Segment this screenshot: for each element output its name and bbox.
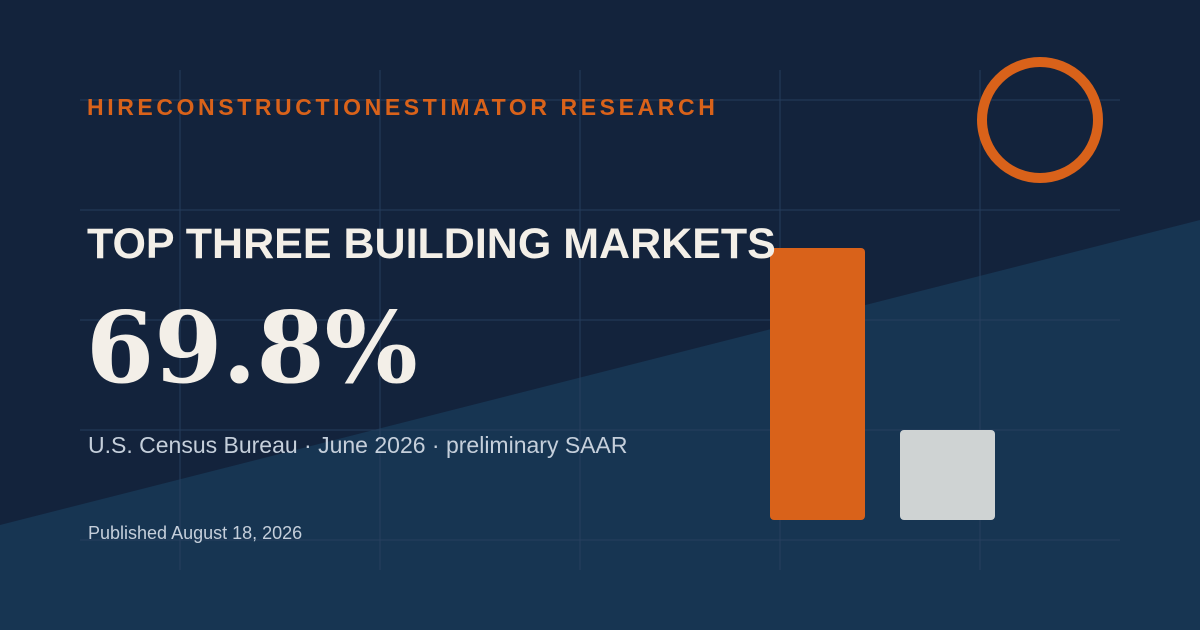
decor-bar-neutral — [900, 430, 995, 520]
grid-lines — [80, 70, 1120, 570]
diagonal-panel — [0, 220, 1200, 630]
published-date: Published August 18, 2026 — [88, 523, 303, 543]
stat-value: 69.8% — [86, 291, 418, 406]
decor-bar-accent — [770, 248, 865, 520]
headline: TOP THREE BUILDING MARKETS — [87, 220, 776, 268]
brand-label: HIRECONSTRUCTIONESTIMATOR RESEARCH — [87, 94, 719, 120]
source-line: U.S. Census Bureau · June 2026 · prelimi… — [88, 432, 628, 458]
ring-icon — [977, 57, 1103, 183]
